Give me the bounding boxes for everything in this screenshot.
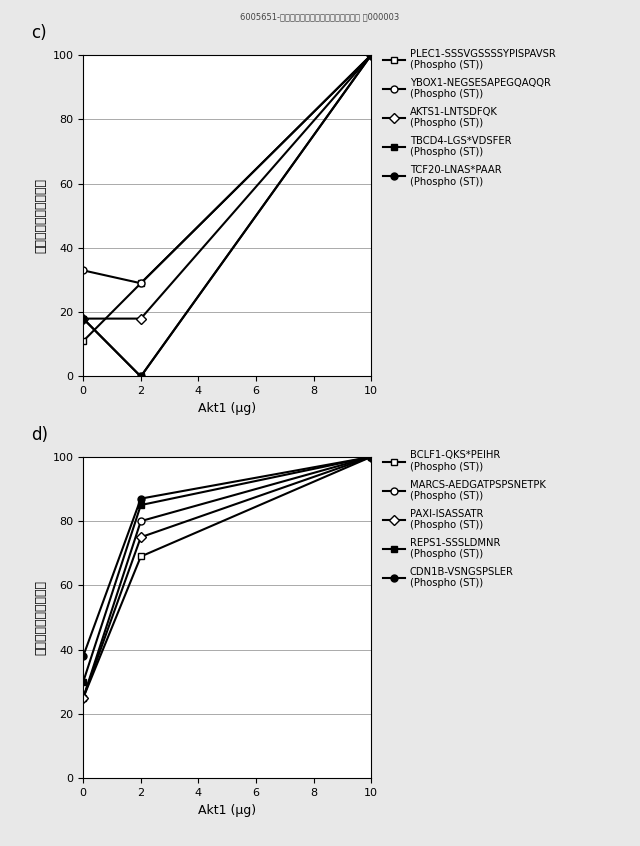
CDN1B-VSNGSPSLER
(Phospho (ST)) (367, 452, 375, 462)
Line: MARCS-AEDGATPSPSNETPK
(Phospho (ST)): MARCS-AEDGATPSPSNETPK (Phospho (ST)) (80, 453, 374, 701)
Line: AKTS1-LNTSDFQK
(Phospho (ST)): AKTS1-LNTSDFQK (Phospho (ST)) (80, 52, 374, 322)
Legend: BCLF1-QKS*PEIHR
(Phospho (ST)), MARCS-AEDGATPSPSNETPK
(Phospho (ST)), PAXI-ISASS: BCLF1-QKS*PEIHR (Phospho (ST)), MARCS-AE… (383, 450, 545, 589)
TCF20-LNAS*PAAR
(Phospho (ST)) (367, 50, 375, 60)
CDN1B-VSNGSPSLER
(Phospho (ST)) (137, 493, 145, 503)
TCF20-LNAS*PAAR
(Phospho (ST)) (79, 314, 87, 324)
X-axis label: Akt1 (μg): Akt1 (μg) (198, 804, 256, 816)
Text: c): c) (31, 25, 47, 42)
Y-axis label: 強度（最大強度の％）: 強度（最大強度の％） (34, 179, 47, 253)
REPS1-SSSLDMNR
(Phospho (ST)) (79, 677, 87, 687)
BCLF1-QKS*PEIHR
(Phospho (ST)) (137, 552, 145, 562)
YBOX1-NEGSESAPEGQAQQR
(Phospho (ST)) (79, 266, 87, 276)
Line: BCLF1-QKS*PEIHR
(Phospho (ST)): BCLF1-QKS*PEIHR (Phospho (ST)) (80, 453, 374, 701)
Line: REPS1-SSSLDMNR
(Phospho (ST)): REPS1-SSSLDMNR (Phospho (ST)) (80, 453, 374, 685)
AKTS1-LNTSDFQK
(Phospho (ST)) (79, 314, 87, 324)
PLEC1-SSSVGSSSSYPISPAVSR
(Phospho (ST)) (79, 336, 87, 346)
MARCS-AEDGATPSPSNETPK
(Phospho (ST)) (367, 452, 375, 462)
MARCS-AEDGATPSPSNETPK
(Phospho (ST)) (137, 516, 145, 526)
Line: CDN1B-VSNGSPSLER
(Phospho (ST)): CDN1B-VSNGSPSLER (Phospho (ST)) (80, 453, 374, 660)
AKTS1-LNTSDFQK
(Phospho (ST)) (137, 314, 145, 324)
TBCD4-LGS*VDSFER
(Phospho (ST)) (367, 50, 375, 60)
PAXI-ISASSATR
(Phospho (ST)) (79, 693, 87, 703)
BCLF1-QKS*PEIHR
(Phospho (ST)) (79, 693, 87, 703)
AKTS1-LNTSDFQK
(Phospho (ST)) (367, 50, 375, 60)
BCLF1-QKS*PEIHR
(Phospho (ST)) (367, 452, 375, 462)
TCF20-LNAS*PAAR
(Phospho (ST)) (137, 371, 145, 382)
REPS1-SSSLDMNR
(Phospho (ST)) (137, 500, 145, 510)
PAXI-ISASSATR
(Phospho (ST)) (367, 452, 375, 462)
Text: 6005651-トランスフェラーゼの活性同定方法 図000003: 6005651-トランスフェラーゼの活性同定方法 図000003 (241, 13, 399, 22)
Line: PAXI-ISASSATR
(Phospho (ST)): PAXI-ISASSATR (Phospho (ST)) (80, 453, 374, 701)
CDN1B-VSNGSPSLER
(Phospho (ST)) (79, 651, 87, 662)
Legend: PLEC1-SSSVGSSSSYPISPAVSR
(Phospho (ST)), YBOX1-NEGSESAPEGQAQQR
(Phospho (ST)), A: PLEC1-SSSVGSSSSYPISPAVSR (Phospho (ST)),… (383, 48, 556, 187)
PLEC1-SSSVGSSSSYPISPAVSR
(Phospho (ST)) (137, 278, 145, 288)
YBOX1-NEGSESAPEGQAQQR
(Phospho (ST)) (367, 50, 375, 60)
PAXI-ISASSATR
(Phospho (ST)) (137, 532, 145, 542)
TBCD4-LGS*VDSFER
(Phospho (ST)) (137, 371, 145, 382)
TBCD4-LGS*VDSFER
(Phospho (ST)) (79, 314, 87, 324)
Line: TBCD4-LGS*VDSFER
(Phospho (ST)): TBCD4-LGS*VDSFER (Phospho (ST)) (80, 52, 374, 380)
Y-axis label: 強度（最大強度の％）: 強度（最大強度の％） (34, 580, 47, 655)
Line: PLEC1-SSSVGSSSSYPISPAVSR
(Phospho (ST)): PLEC1-SSSVGSSSSYPISPAVSR (Phospho (ST)) (80, 52, 374, 344)
YBOX1-NEGSESAPEGQAQQR
(Phospho (ST)) (137, 278, 145, 288)
PLEC1-SSSVGSSSSYPISPAVSR
(Phospho (ST)) (367, 50, 375, 60)
MARCS-AEDGATPSPSNETPK
(Phospho (ST)) (79, 693, 87, 703)
REPS1-SSSLDMNR
(Phospho (ST)) (367, 452, 375, 462)
Text: d): d) (31, 426, 49, 444)
Line: YBOX1-NEGSESAPEGQAQQR
(Phospho (ST)): YBOX1-NEGSESAPEGQAQQR (Phospho (ST)) (80, 52, 374, 287)
X-axis label: Akt1 (μg): Akt1 (μg) (198, 402, 256, 415)
Line: TCF20-LNAS*PAAR
(Phospho (ST)): TCF20-LNAS*PAAR (Phospho (ST)) (80, 52, 374, 380)
